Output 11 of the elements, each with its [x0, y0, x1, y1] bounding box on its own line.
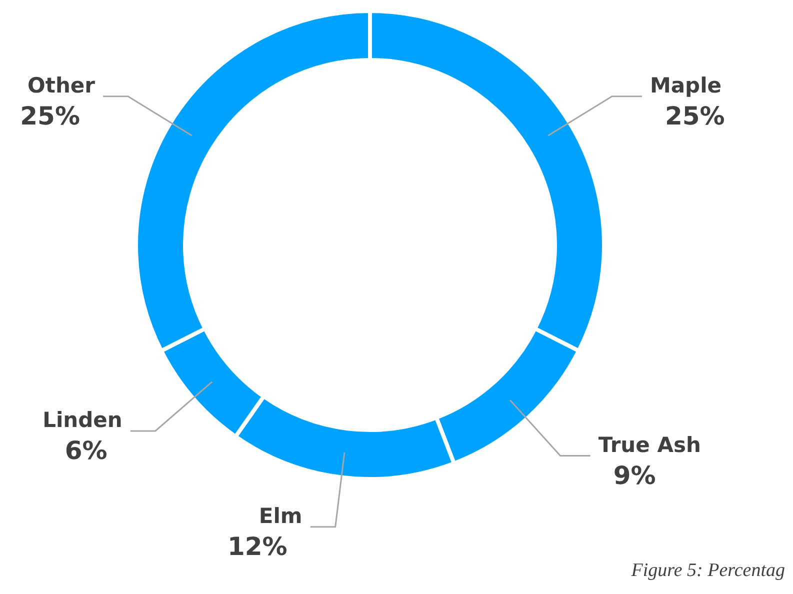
- slice-label: Elm: [258, 504, 302, 528]
- data-label: 25%: [665, 101, 725, 130]
- slice-label: Linden: [42, 408, 122, 432]
- caption: Figure 5: Percentag: [630, 560, 785, 581]
- data-label: 9%: [613, 460, 656, 490]
- data-label: 6%: [64, 436, 108, 465]
- slice-label: True Ash: [598, 432, 701, 457]
- data-label: 12%: [227, 532, 288, 561]
- slice-label: Maple: [650, 73, 722, 98]
- slice-label: Other: [28, 73, 96, 98]
- data-label: 25%: [20, 101, 80, 130]
